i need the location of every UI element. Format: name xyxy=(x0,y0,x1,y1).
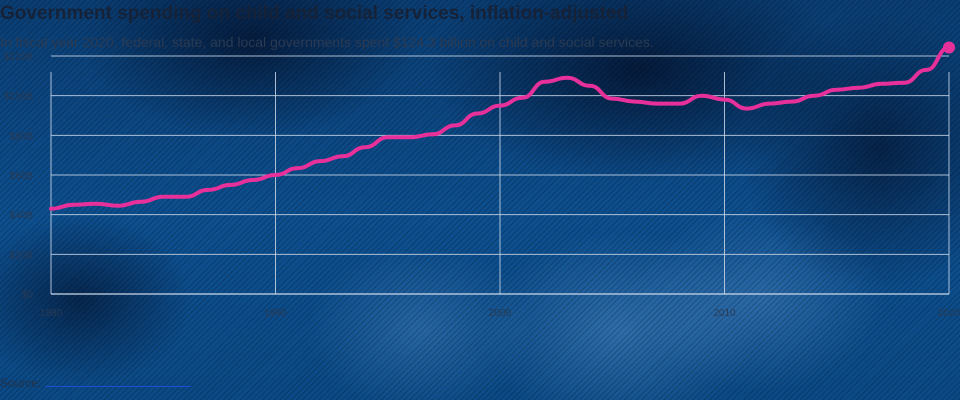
data-point xyxy=(745,107,749,111)
y-tick-label: $0 xyxy=(22,290,34,301)
data-point xyxy=(296,166,300,170)
x-tick-label: 2010 xyxy=(713,308,736,319)
data-point xyxy=(251,178,255,182)
data-point xyxy=(229,183,233,187)
data-point xyxy=(610,97,614,101)
x-tick-label: 1990 xyxy=(264,308,287,319)
data-point xyxy=(723,98,727,102)
data-point xyxy=(700,94,704,98)
data-point xyxy=(835,88,839,92)
data-point xyxy=(857,86,861,90)
data-point xyxy=(678,102,682,106)
data-point xyxy=(431,132,435,136)
y-tick-label: $120B xyxy=(4,52,33,63)
data-point xyxy=(318,159,322,163)
end-point-marker xyxy=(943,41,955,54)
y-tick-label: $80B xyxy=(10,131,34,142)
data-point xyxy=(71,203,75,207)
data-point xyxy=(565,76,569,80)
source-note: Source: xyxy=(0,376,192,390)
data-point xyxy=(386,135,390,139)
source-link[interactable] xyxy=(45,376,192,387)
series-group xyxy=(49,41,955,211)
x-tick-label: 1980 xyxy=(40,308,63,319)
data-point xyxy=(453,123,457,127)
data-point xyxy=(812,94,816,98)
data-point xyxy=(341,154,345,158)
chart-subtitle: In fiscal year 2020, federal, state, and… xyxy=(0,34,654,50)
data-point xyxy=(116,204,120,208)
data-point xyxy=(363,145,367,149)
data-point xyxy=(655,102,659,106)
chart-title: Government spending on child and social … xyxy=(0,3,629,24)
data-point xyxy=(902,81,906,85)
grid-lines xyxy=(50,55,950,295)
y-tick-label: $40B xyxy=(10,211,34,222)
x-tick-label: 2000 xyxy=(489,308,512,319)
x-axis-tick-labels: 1980 1990 2000 2010 2020 xyxy=(40,308,960,319)
data-point xyxy=(767,102,771,106)
data-point xyxy=(588,84,592,88)
data-point xyxy=(408,135,412,139)
series-line xyxy=(49,45,951,211)
x-tick-label: 2020 xyxy=(938,308,960,319)
data-point xyxy=(206,188,210,192)
data-point xyxy=(274,173,278,177)
data-point xyxy=(184,195,188,199)
data-point xyxy=(498,104,502,108)
data-point xyxy=(925,68,929,72)
data-point xyxy=(790,100,794,104)
data-point xyxy=(94,202,98,206)
y-tick-label: $100B xyxy=(4,92,33,103)
data-point xyxy=(476,112,480,116)
y-axis-tick-labels: $0 $20B $40B $60B $80B $100B $120B xyxy=(4,52,33,301)
y-tick-label: $20B xyxy=(10,250,34,261)
data-point xyxy=(543,80,547,84)
data-point xyxy=(880,82,884,86)
data-point xyxy=(49,207,53,211)
source-label: Source: xyxy=(0,376,42,390)
data-point xyxy=(161,195,165,199)
data-point xyxy=(520,96,524,100)
y-tick-label: $60B xyxy=(10,171,34,182)
data-point xyxy=(139,200,143,204)
data-point xyxy=(633,100,637,104)
